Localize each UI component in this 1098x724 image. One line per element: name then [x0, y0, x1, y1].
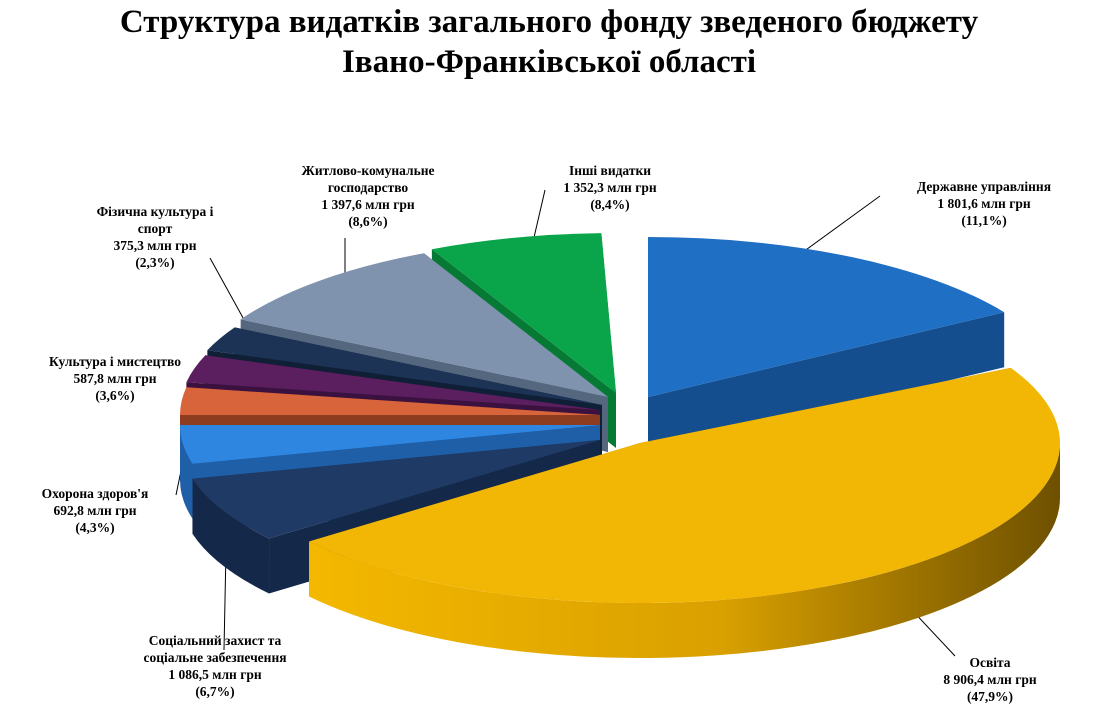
- pie-slice-державне-управління: [648, 237, 1005, 452]
- pie-slice-top: [207, 327, 602, 405]
- label-inshi: Інші видатки 1 352,3 млн грн (8,4%): [530, 162, 690, 213]
- label-culture-percent: (3,6%): [95, 388, 135, 403]
- chart-title: Структура видатків загального фонду звед…: [0, 2, 1098, 82]
- label-derzh-value: 1 801,6 млн грн: [937, 196, 1031, 211]
- label-sport-value: 375,3 млн грн: [113, 238, 197, 253]
- label-inshi-value: 1 352,3 млн грн: [563, 180, 657, 195]
- label-derzh-name: Державне управління: [916, 179, 1051, 194]
- pie-slice-top: [180, 425, 600, 464]
- label-osvita-value: 8 906,4 млн грн: [943, 672, 1037, 687]
- label-social-name-1: Соціальний захист та: [148, 633, 282, 648]
- label-sport: Фізична культура і спорт 375,3 млн грн (…: [70, 203, 240, 271]
- chart-title-line-1: Структура видатків загального фонду звед…: [119, 4, 979, 40]
- label-derzh-percent: (11,1%): [961, 213, 1007, 228]
- label-health-percent: (4,3%): [75, 520, 115, 535]
- label-culture-name: Культура і мистецтво: [49, 354, 181, 369]
- label-osvita-name: Освіта: [969, 655, 1011, 670]
- pie-slice-top: [240, 253, 608, 397]
- label-sport-name-2: спорт: [137, 221, 173, 236]
- label-osvita: Освіта 8 906,4 млн грн (47,9%): [915, 654, 1065, 705]
- label-housing-name-2: господарство: [327, 180, 409, 195]
- pie-slice-освіта: [309, 367, 1061, 658]
- pie-slice-top: [431, 233, 616, 393]
- label-sport-name-1: Фізична культура і: [96, 204, 214, 219]
- label-housing-value: 1 397,6 млн грн: [321, 197, 415, 212]
- label-sport-percent: (2,3%): [135, 255, 175, 270]
- pie-slice-wall: [648, 312, 1005, 452]
- pie-slice-top: [186, 355, 600, 410]
- pie-slice-top: [309, 367, 1061, 604]
- label-health-value: 692,8 млн грн: [53, 503, 137, 518]
- label-inshi-percent: (8,4%): [590, 197, 630, 212]
- pie-slice-top: [648, 237, 1005, 397]
- label-health-name: Охорона здоров'я: [41, 486, 149, 501]
- chart-title-line-2: Івано-Франківської області: [341, 44, 757, 80]
- label-social-percent: (6,7%): [195, 684, 235, 699]
- label-social: Соціальний захист та соціальне забезпече…: [100, 632, 330, 700]
- label-osvita-percent: (47,9%): [966, 689, 1014, 704]
- label-culture-value: 587,8 млн грн: [73, 371, 157, 386]
- label-social-value: 1 086,5 млн грн: [168, 667, 262, 682]
- pie-slice-side: [180, 425, 193, 519]
- label-housing-percent: (8,6%): [348, 214, 388, 229]
- pie-slices: [180, 233, 1061, 658]
- label-social-name-2: соціальне забезпечення: [143, 650, 287, 665]
- pie-slice-side: [309, 443, 1060, 658]
- label-health: Охорона здоров'я 692,8 млн грн (4,3%): [10, 485, 180, 536]
- label-housing-name-1: Житлово-комунальне: [301, 163, 435, 178]
- label-culture: Культура і мистецтво 587,8 млн грн (3,6%…: [20, 353, 210, 404]
- label-derzhavne-upravlinnia: Державне управління 1 801,6 млн грн (11,…: [872, 178, 1096, 229]
- pie-slice-top: [180, 387, 600, 415]
- label-housing: Житлово-комунальне господарство 1 397,6 …: [268, 162, 468, 230]
- pie-slice-side: [192, 478, 270, 594]
- pie-slice-top: [192, 440, 600, 539]
- label-inshi-name: Інші видатки: [568, 163, 652, 178]
